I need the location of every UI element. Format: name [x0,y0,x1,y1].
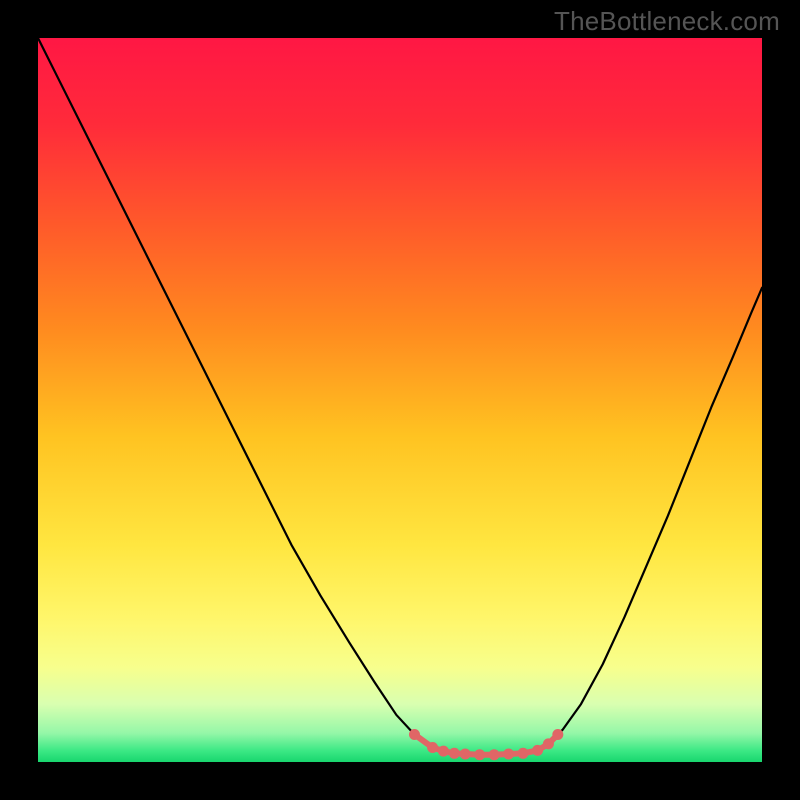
highlight-dot [449,748,460,759]
highlight-dot [503,749,514,760]
highlight-dot [474,749,485,760]
plot-svg [38,38,762,762]
highlight-dot [518,748,529,759]
highlight-dot [409,729,420,740]
highlight-dot [438,746,449,757]
highlight-dot [460,749,471,760]
highlight-dot [532,745,543,756]
watermark-text: TheBottleneck.com [554,6,780,37]
canvas: TheBottleneck.com [0,0,800,800]
highlight-dot [489,749,500,760]
plot-background [38,38,762,762]
highlight-dot [427,742,438,753]
plot-area [38,38,762,762]
highlight-dot [543,738,554,749]
highlight-dot [552,729,563,740]
